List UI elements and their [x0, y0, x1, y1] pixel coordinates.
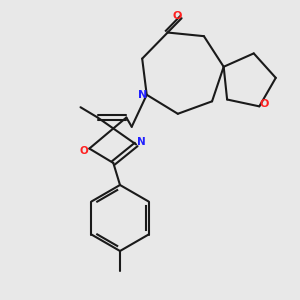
- Text: O: O: [80, 146, 89, 156]
- Text: N: N: [138, 90, 147, 100]
- Text: O: O: [173, 11, 182, 21]
- Text: N: N: [137, 137, 146, 148]
- Text: O: O: [260, 99, 269, 110]
